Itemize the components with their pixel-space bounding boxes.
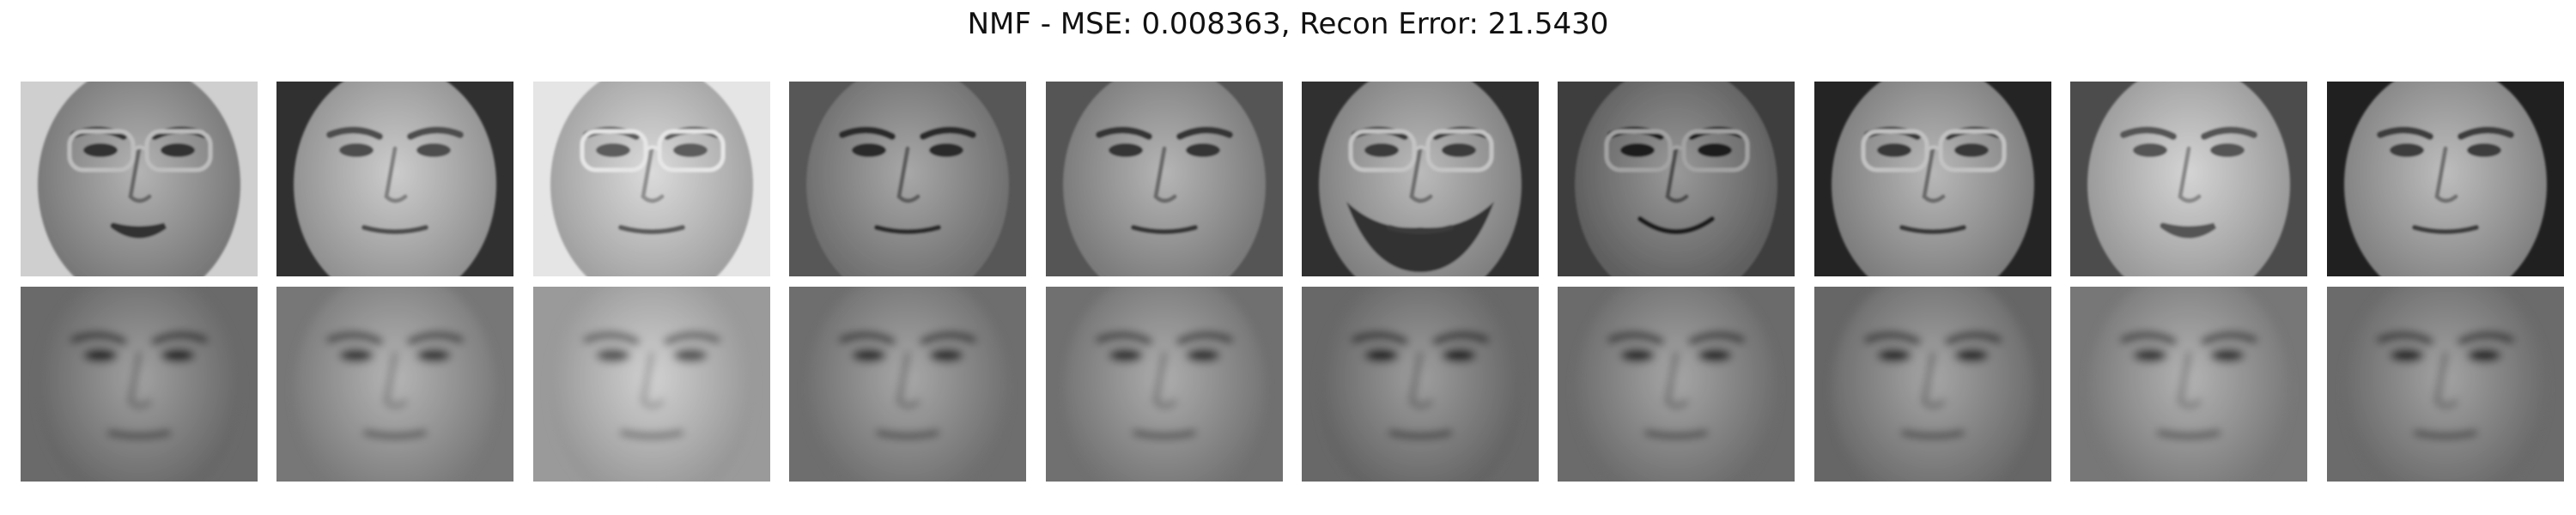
face-image xyxy=(1302,287,1539,482)
face-image xyxy=(1558,287,1795,482)
face-image xyxy=(21,82,258,276)
original-face-10 xyxy=(2326,82,2564,276)
reconstruction-face-2 xyxy=(276,287,514,482)
face-image xyxy=(2326,287,2564,482)
reconstruction-face-10 xyxy=(2326,287,2564,482)
face-image xyxy=(2070,82,2308,276)
original-face-3 xyxy=(532,82,770,276)
reconstruction-face-1 xyxy=(21,287,258,482)
face-image xyxy=(21,287,258,482)
face-image xyxy=(789,82,1027,276)
original-face-6 xyxy=(1302,82,1539,276)
face-image xyxy=(1302,82,1539,276)
figure-title: NMF - MSE: 0.008363, Recon Error: 21.543… xyxy=(967,7,1609,41)
reconstruction-face-7 xyxy=(1558,287,1795,482)
face-image xyxy=(789,287,1027,482)
face-image xyxy=(2070,287,2308,482)
face-image xyxy=(1558,82,1795,276)
original-face-4 xyxy=(789,82,1027,276)
face-image xyxy=(1814,82,2051,276)
reconstruction-face-5 xyxy=(1045,287,1283,482)
face-image xyxy=(532,82,770,276)
face-image xyxy=(1045,287,1283,482)
reconstruction-face-9 xyxy=(2070,287,2308,482)
original-face-9 xyxy=(2070,82,2308,276)
face-image xyxy=(532,287,770,482)
original-face-7 xyxy=(1558,82,1795,276)
original-face-1 xyxy=(21,82,258,276)
reconstruction-face-4 xyxy=(789,287,1027,482)
face-image xyxy=(276,287,514,482)
face-image xyxy=(276,82,514,276)
reconstruction-face-6 xyxy=(1302,287,1539,482)
reconstruction-face-8 xyxy=(1814,287,2051,482)
original-face-8 xyxy=(1814,82,2051,276)
original-face-5 xyxy=(1045,82,1283,276)
face-image xyxy=(1045,82,1283,276)
reconstruction-face-3 xyxy=(532,287,770,482)
face-image xyxy=(1814,287,2051,482)
original-face-2 xyxy=(276,82,514,276)
face-image xyxy=(2326,82,2564,276)
